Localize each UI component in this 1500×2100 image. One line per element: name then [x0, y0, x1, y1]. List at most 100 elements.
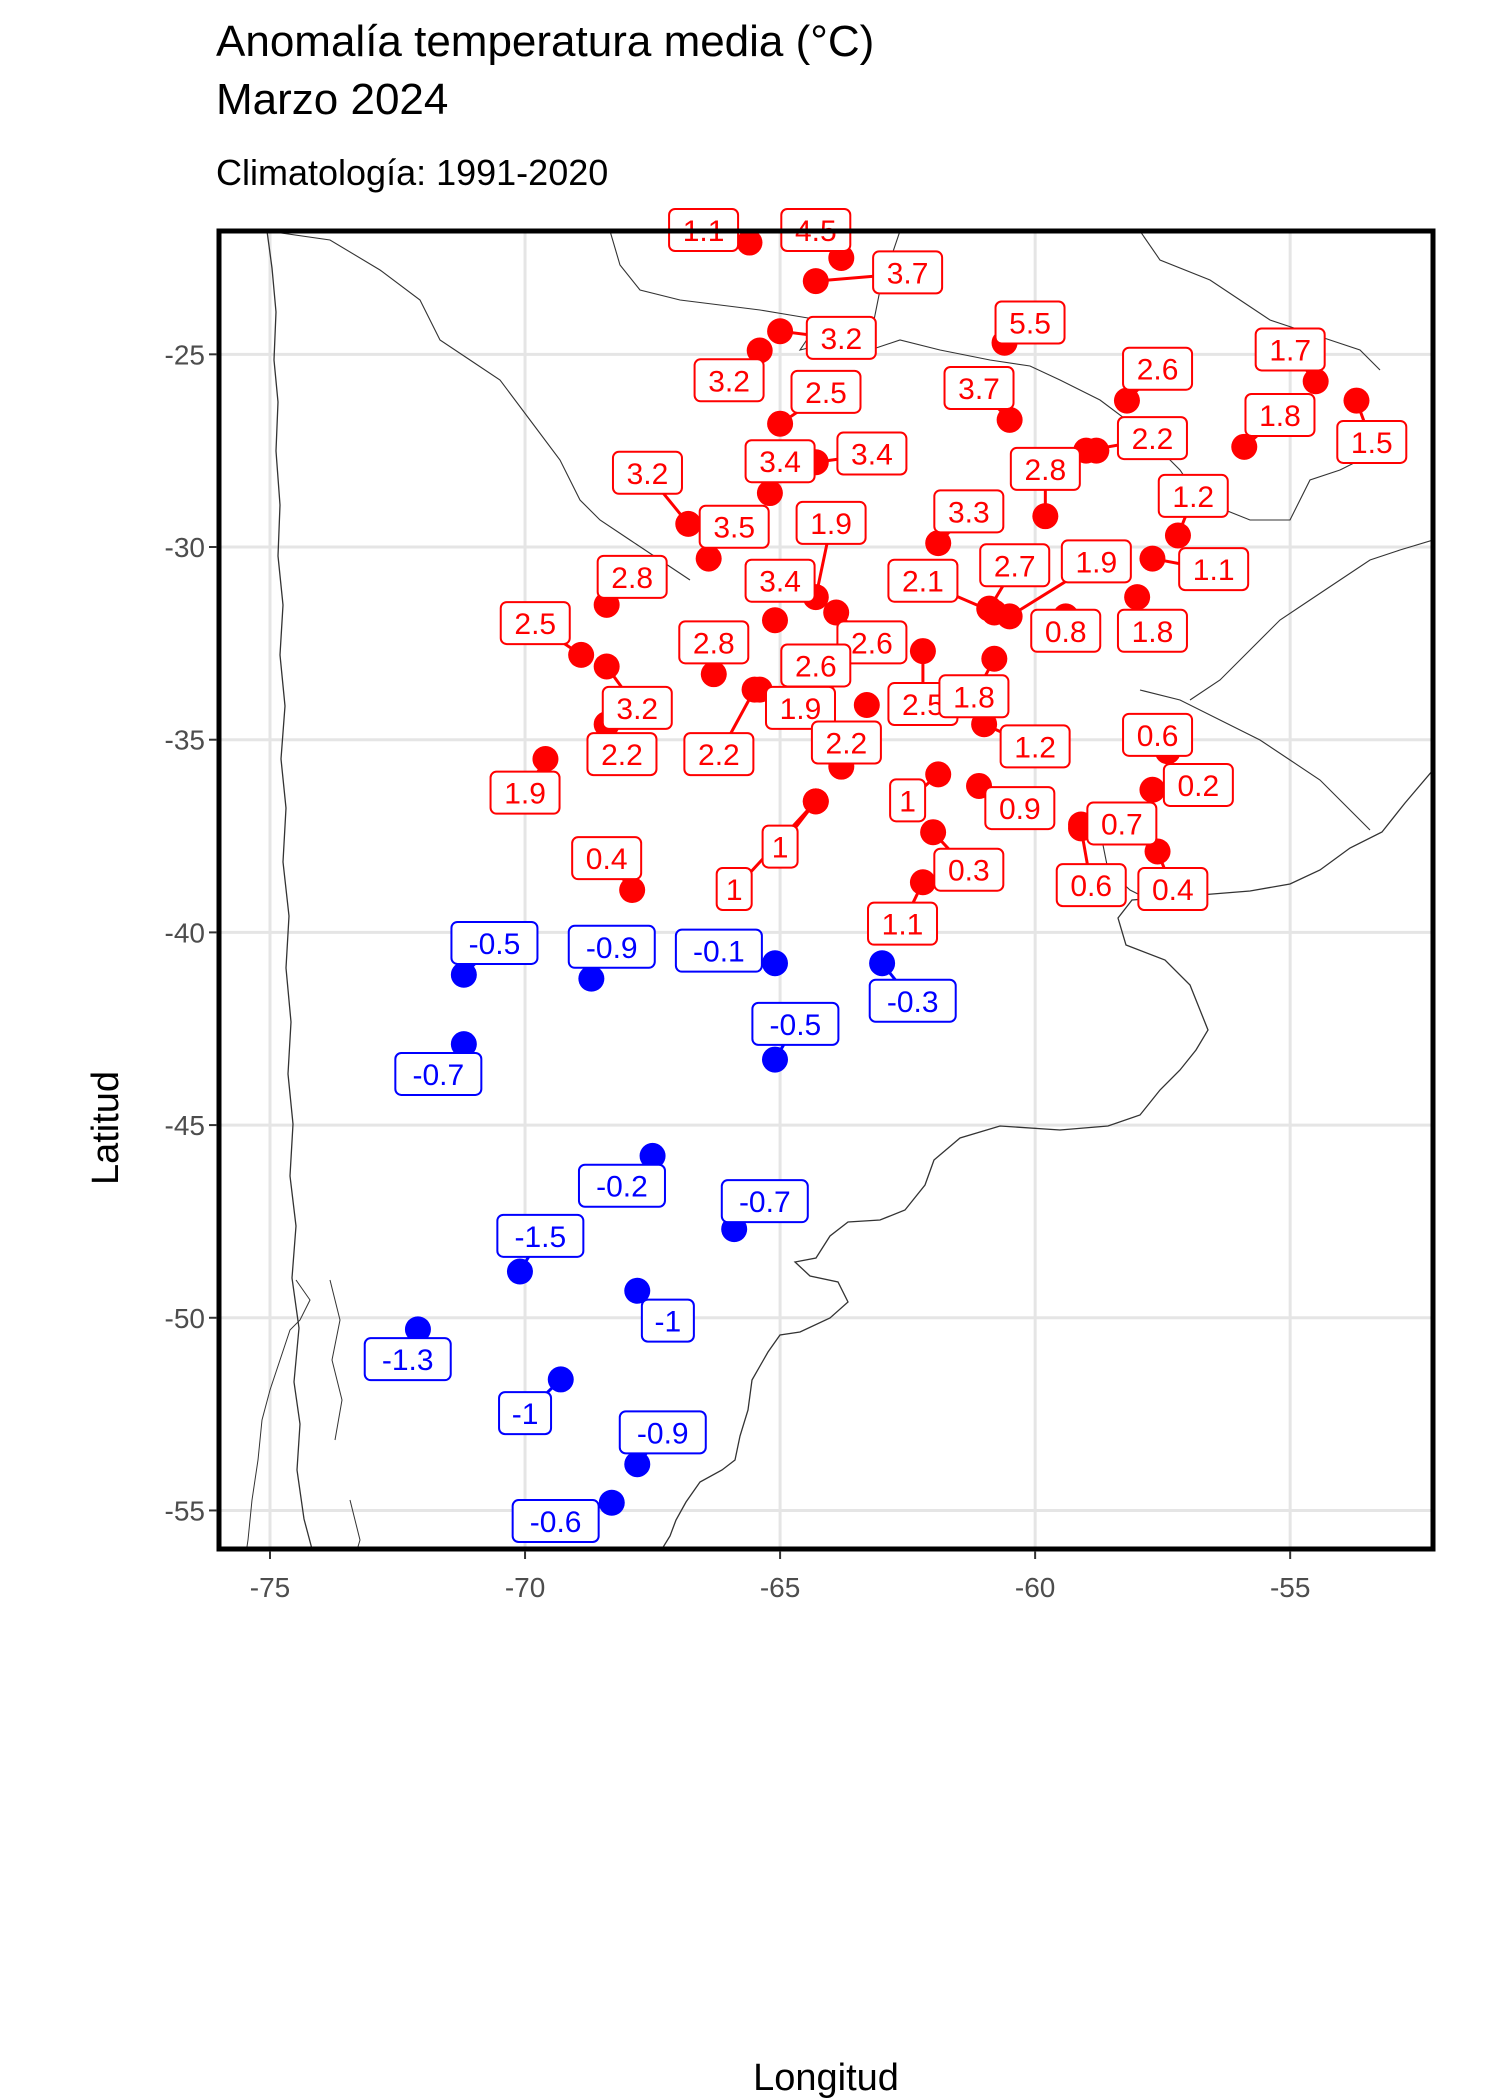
label-box	[571, 836, 643, 881]
label-value: 1.8	[1259, 400, 1301, 433]
station-point	[996, 603, 1023, 630]
label-value: 1.8	[953, 681, 995, 714]
anomaly-label: 2.5	[499, 601, 571, 646]
anomaly-label: 1.1	[1178, 547, 1250, 592]
label-value: 1.5	[1351, 427, 1393, 460]
station-point	[404, 1316, 431, 1343]
label-value: 0.6	[1070, 870, 1112, 903]
anomaly-label: 0.6	[1122, 712, 1194, 757]
y-tick-label: -35	[165, 725, 205, 756]
label-value: -0.2	[596, 1171, 648, 1204]
x-tick-label: -65	[760, 1572, 800, 1603]
border-chile-south	[356, 1590, 585, 2050]
label-box	[1122, 346, 1194, 391]
station-point	[761, 950, 788, 977]
anomaly-label: -0.5	[751, 1001, 840, 1046]
station-point	[802, 788, 829, 815]
chart-title-line2: Marzo 2024	[216, 75, 449, 124]
label-value: -0.9	[637, 1417, 689, 1450]
station-point	[1231, 433, 1258, 460]
station-point	[1302, 368, 1329, 395]
label-box	[611, 450, 683, 495]
station-point	[532, 745, 559, 772]
label-value: 2.6	[851, 627, 893, 660]
label-value: -0.1	[693, 936, 745, 969]
anomaly-label: 3.2	[601, 685, 673, 730]
anomaly-label: 1.9	[489, 770, 561, 815]
label-box	[933, 847, 1005, 892]
label-box	[887, 558, 959, 603]
border-argentina-north	[609, 231, 1371, 521]
anomaly-label: -0.3	[868, 978, 957, 1023]
label-value: 0.4	[586, 843, 628, 876]
label-box	[1116, 416, 1188, 461]
label-value: 2.1	[902, 566, 944, 599]
label-box	[577, 1163, 666, 1208]
label-box	[1086, 801, 1158, 846]
border-north-interior	[266, 231, 691, 581]
label-box	[810, 720, 882, 765]
label-box	[489, 770, 561, 815]
label-value: 1.2	[1014, 731, 1056, 764]
label-value: 1	[772, 832, 789, 865]
label-box	[872, 250, 944, 295]
y-tick-label: -40	[165, 917, 205, 948]
label-value: 2.5	[514, 608, 556, 641]
label-value: -1.5	[515, 1221, 567, 1254]
y-tick-label: -30	[165, 532, 205, 563]
south-america-outline	[266, 231, 313, 1549]
tierra-del-fuego-outline	[440, 1906, 790, 2048]
label-value: -1.3	[382, 1344, 434, 1377]
station-point	[568, 641, 595, 668]
station-point	[695, 545, 722, 572]
label-box	[761, 824, 799, 869]
label-value: 0.2	[1178, 770, 1220, 803]
label-value: 0.6	[1137, 720, 1179, 753]
label-value: 1	[726, 874, 743, 907]
station-point	[1343, 387, 1370, 414]
anomaly-label: 5.5	[994, 300, 1066, 345]
station-point	[593, 653, 620, 680]
anomaly-label: 1.8	[1116, 608, 1188, 653]
anomaly-label: 3.2	[693, 358, 765, 403]
label-value: 2.8	[611, 562, 653, 595]
label-box	[567, 924, 656, 969]
label-box	[943, 366, 1015, 411]
label-box	[715, 867, 753, 911]
label-box	[1009, 446, 1081, 491]
label-value: 1.7	[1269, 334, 1311, 367]
label-value: 2.5	[902, 689, 944, 722]
label-box	[868, 978, 957, 1023]
x-tick-label: -70	[505, 1572, 545, 1603]
label-box	[867, 901, 939, 946]
label-value: 2.8	[693, 627, 735, 660]
label-value: 3.4	[759, 446, 801, 479]
y-tick-label: -50	[165, 1303, 205, 1334]
anomaly-label: -1	[640, 1298, 695, 1343]
label-value: 1	[899, 785, 916, 818]
label-value: 3.3	[948, 496, 990, 529]
anomaly-label: 2.6	[836, 620, 908, 665]
station-point	[909, 869, 936, 896]
label-value: 3.4	[759, 566, 801, 599]
label-value: 1.1	[1193, 554, 1235, 587]
label-box	[889, 778, 927, 823]
station-point	[802, 268, 829, 295]
anomaly-label: 2.2	[683, 732, 755, 777]
label-value: 0.3	[948, 855, 990, 888]
anomaly-label: 2.7	[979, 543, 1051, 588]
label-value: 1.9	[780, 693, 822, 726]
label-box	[511, 1499, 600, 1544]
label-value: 3.5	[713, 512, 755, 545]
label-value: 2.2	[698, 739, 740, 772]
label-value: 1.8	[1132, 616, 1174, 649]
anomaly-label: 2.5	[790, 369, 862, 414]
label-box	[744, 558, 816, 603]
anomaly-label: 0.6	[1055, 863, 1127, 908]
label-value: -0.9	[586, 932, 638, 965]
anomaly-label: -0.9	[567, 924, 656, 969]
station-point	[746, 337, 773, 364]
label-box	[1244, 392, 1316, 437]
anomaly-label: 1.2	[1157, 473, 1229, 518]
anomaly-label: -1.5	[496, 1213, 585, 1258]
